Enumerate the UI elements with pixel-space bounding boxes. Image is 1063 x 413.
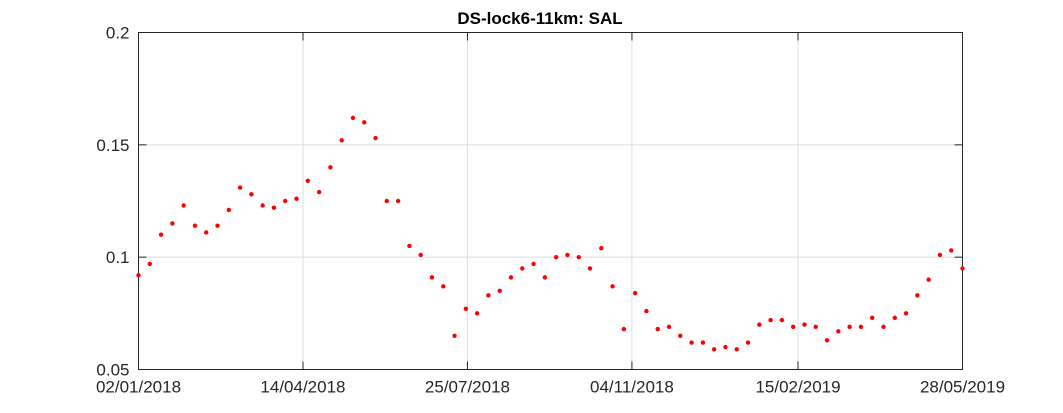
data-point	[316, 189, 322, 195]
data-point	[824, 338, 830, 343]
data-point	[960, 266, 965, 271]
data-point	[271, 205, 277, 210]
x-tick-label: 04/11/2018	[590, 378, 674, 397]
data-point	[723, 344, 728, 350]
data-point	[802, 322, 807, 327]
data-point	[215, 223, 220, 228]
data-point	[192, 223, 198, 228]
data-point	[881, 324, 886, 330]
data-point	[283, 198, 288, 204]
data-point	[260, 203, 265, 208]
data-point	[328, 165, 333, 170]
data-point	[249, 192, 254, 197]
data-point	[395, 198, 401, 204]
data-point	[779, 317, 785, 323]
data-points	[136, 115, 965, 352]
data-point	[576, 254, 581, 260]
y-tick-label: 0.05	[96, 361, 129, 380]
data-point	[452, 333, 457, 338]
data-point	[384, 198, 390, 204]
data-point	[136, 272, 141, 278]
data-point	[599, 245, 604, 251]
data-point	[497, 288, 502, 294]
data-point	[711, 347, 717, 352]
x-tick-label: 15/02/2019	[755, 378, 840, 397]
data-point	[655, 326, 660, 332]
data-point	[836, 329, 841, 334]
data-point	[486, 293, 491, 298]
chart-title: DS-lock6-11km: SAL	[457, 9, 622, 28]
data-point	[847, 324, 852, 330]
data-point	[666, 324, 672, 330]
data-point	[339, 138, 344, 143]
data-point	[170, 221, 175, 226]
data-point	[689, 340, 694, 345]
grid-lines	[138, 32, 963, 370]
data-point	[418, 252, 423, 258]
data-point	[305, 178, 311, 183]
x-tick-label: 02/01/2018	[96, 378, 181, 397]
data-point	[147, 261, 152, 267]
data-point	[531, 261, 536, 267]
x-tick-label: 14/04/2018	[260, 378, 345, 397]
data-point	[892, 315, 897, 321]
x-tick-label: 25/07/2018	[425, 378, 510, 397]
data-point	[869, 315, 875, 321]
data-point	[463, 306, 469, 312]
data-point	[294, 196, 299, 201]
data-point	[226, 207, 232, 213]
data-point	[610, 284, 615, 289]
data-point	[903, 311, 909, 316]
y-tick-label: 0.1	[106, 248, 130, 267]
data-point	[565, 252, 570, 258]
plot-frame	[138, 32, 963, 370]
data-point	[508, 275, 514, 280]
data-point	[915, 293, 920, 298]
data-point	[429, 275, 435, 280]
data-point	[520, 266, 525, 271]
axis-ticks: 02/01/2018 14/04/2018 25/07/2018 04/11/2018…	[96, 24, 1005, 397]
data-point	[237, 185, 243, 190]
data-point	[813, 324, 818, 330]
data-point	[757, 322, 762, 327]
data-point	[949, 248, 954, 253]
data-point	[350, 115, 356, 121]
data-point	[158, 232, 164, 237]
data-point	[373, 135, 378, 141]
data-point	[204, 230, 209, 235]
x-tick-label: 28/05/2019	[920, 378, 1005, 397]
data-point	[858, 324, 864, 330]
data-point	[407, 243, 412, 249]
data-point	[678, 333, 683, 338]
data-point	[362, 120, 367, 125]
data-point	[768, 317, 773, 323]
data-point	[621, 326, 627, 332]
data-point	[553, 254, 559, 260]
data-point	[474, 311, 480, 316]
data-point	[542, 275, 548, 280]
data-point	[700, 340, 706, 345]
data-point	[745, 340, 751, 345]
data-point	[441, 284, 446, 289]
data-point	[587, 266, 593, 271]
data-point	[734, 347, 739, 352]
data-point	[644, 308, 649, 314]
data-point	[632, 290, 638, 296]
data-point	[926, 277, 931, 282]
data-point	[937, 252, 943, 258]
data-point	[181, 203, 186, 208]
y-tick-label: 0.2	[106, 24, 130, 43]
y-tick-label: 0.15	[96, 136, 129, 155]
data-point	[790, 324, 796, 330]
